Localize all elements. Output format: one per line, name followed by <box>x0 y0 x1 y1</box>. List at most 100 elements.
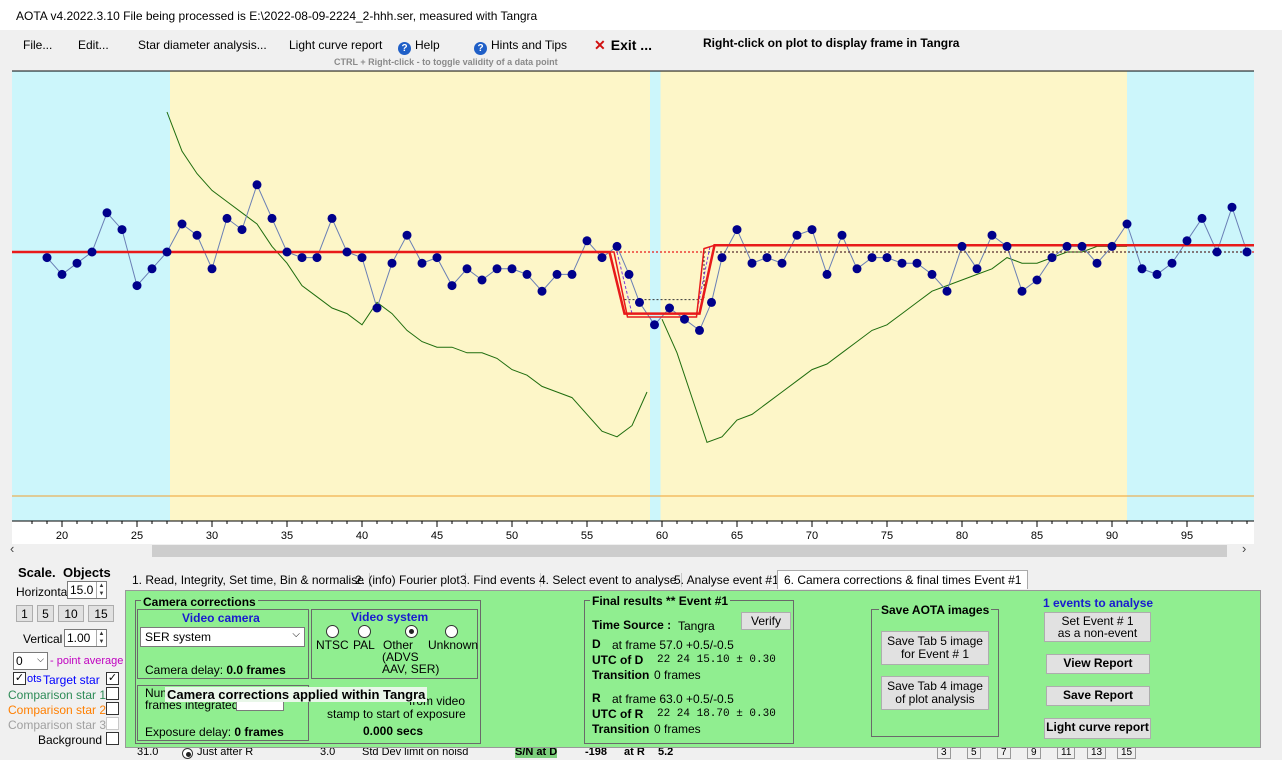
data-point[interactable] <box>447 281 457 291</box>
data-point[interactable] <box>717 253 727 263</box>
vertical-spinner-icon[interactable]: ▲ ▼ <box>96 630 106 646</box>
data-point[interactable] <box>732 225 742 235</box>
data-point[interactable] <box>882 253 892 263</box>
scroll-thumb[interactable] <box>152 545 1227 557</box>
data-point[interactable] <box>537 286 547 296</box>
data-point[interactable] <box>792 230 802 240</box>
data-point[interactable] <box>87 247 97 257</box>
data-point[interactable] <box>762 253 772 263</box>
data-point[interactable] <box>282 247 292 257</box>
comparison-star-1-checkbox[interactable] <box>106 687 119 700</box>
data-point[interactable] <box>42 253 52 263</box>
menu-file[interactable]: File... <box>23 38 53 52</box>
data-point[interactable] <box>707 297 716 307</box>
data-point[interactable] <box>1092 258 1102 268</box>
data-point[interactable] <box>147 264 157 274</box>
data-point[interactable] <box>1182 236 1192 246</box>
data-point[interactable] <box>192 230 202 240</box>
data-point[interactable] <box>312 253 322 263</box>
data-point[interactable] <box>207 264 217 274</box>
menu-star-diameter[interactable]: Star diameter analysis... <box>138 38 267 52</box>
just-after-r-radio[interactable] <box>182 748 193 759</box>
data-point[interactable] <box>1227 202 1237 212</box>
data-point[interactable] <box>1017 286 1027 296</box>
set-non-event-button[interactable]: Set Event # 1 as a non-event <box>1044 612 1151 642</box>
data-point[interactable] <box>777 258 787 268</box>
data-point[interactable] <box>492 264 502 274</box>
scale-1-button[interactable]: 1 <box>16 605 33 622</box>
plot-scrollbar[interactable]: ‹ › <box>10 541 1256 558</box>
data-point[interactable] <box>747 258 757 268</box>
data-point[interactable] <box>57 269 67 279</box>
data-point[interactable] <box>237 225 247 235</box>
data-point[interactable] <box>957 241 967 251</box>
save-tab5-image-button[interactable]: Save Tab 5 image for Event # 1 <box>881 631 989 665</box>
tab-find-events[interactable]: 3. Find events <box>455 573 542 587</box>
scale-5-button[interactable]: 5 <box>37 605 54 622</box>
data-point[interactable] <box>1077 241 1087 251</box>
menu-help[interactable]: ? Help <box>398 38 440 55</box>
menu-edit[interactable]: Edit... <box>78 38 109 52</box>
data-point[interactable] <box>1062 241 1072 251</box>
data-point[interactable] <box>1137 264 1147 274</box>
tab-camera-corrections[interactable]: 6. Camera corrections & final times Even… <box>777 570 1029 589</box>
menu-hints[interactable]: ? Hints and Tips <box>474 38 567 55</box>
data-point[interactable] <box>927 269 937 279</box>
data-point[interactable] <box>462 264 472 274</box>
data-point[interactable] <box>695 325 704 335</box>
save-report-button[interactable]: Save Report <box>1046 686 1150 706</box>
data-point[interactable] <box>327 213 337 223</box>
data-point[interactable] <box>222 213 232 223</box>
data-point[interactable] <box>1047 253 1057 263</box>
data-point[interactable] <box>387 258 397 268</box>
verify-button[interactable]: Verify <box>741 612 791 630</box>
camera-select[interactable]: SER system ⌵ <box>140 627 305 647</box>
data-point[interactable] <box>507 264 517 274</box>
data-point[interactable] <box>522 269 532 279</box>
data-point[interactable] <box>852 264 862 274</box>
radio-other[interactable] <box>405 625 418 638</box>
data-point[interactable] <box>117 225 127 235</box>
horizontal-spinner-icon[interactable]: ▲ ▼ <box>96 582 106 598</box>
view-report-button[interactable]: View Report <box>1046 654 1150 674</box>
data-point[interactable] <box>1032 275 1042 285</box>
data-point[interactable] <box>132 281 142 291</box>
data-point[interactable] <box>1002 241 1012 251</box>
data-point[interactable] <box>162 247 172 257</box>
data-point[interactable] <box>912 258 922 268</box>
tab-read-integrity[interactable]: 1. Read, Integrity, Set time, Bin & norm… <box>127 573 370 587</box>
data-point[interactable] <box>252 180 262 190</box>
scale-15-button[interactable]: 15 <box>88 605 114 622</box>
data-point[interactable] <box>624 269 634 279</box>
radio-unknown[interactable] <box>445 625 458 638</box>
point-average-select[interactable]: 0 ⌵ <box>13 652 48 670</box>
target-star-checkbox[interactable]: ✓ <box>106 672 119 685</box>
radio-pal[interactable] <box>358 625 371 638</box>
data-point[interactable] <box>807 225 817 235</box>
data-point[interactable] <box>680 314 689 324</box>
data-point[interactable] <box>402 230 412 240</box>
data-point[interactable] <box>612 241 622 251</box>
data-point[interactable] <box>1212 247 1222 257</box>
scroll-left-arrow-icon[interactable]: ‹ <box>10 541 15 556</box>
background-checkbox[interactable] <box>106 732 119 745</box>
data-point[interactable] <box>1197 213 1207 223</box>
data-point[interactable] <box>342 247 352 257</box>
data-point[interactable] <box>177 219 187 229</box>
tab-fourier-plot[interactable]: 2. (info) Fourier plot <box>350 573 466 587</box>
data-point[interactable] <box>72 258 82 268</box>
menu-exit[interactable]: ✕ Exit ... <box>594 37 652 54</box>
data-point[interactable] <box>597 253 607 263</box>
data-point[interactable] <box>582 236 592 246</box>
plots-checkbox[interactable]: ✓ <box>13 672 26 685</box>
data-point[interactable] <box>987 230 997 240</box>
data-point[interactable] <box>567 269 577 279</box>
tab-select-event[interactable]: 4. Select event to analyse <box>534 573 683 587</box>
light-curve-plot[interactable]: 20 25 30 35 40 45 50 55 60 65 70 75 80 85 90 95 <box>0 68 1282 544</box>
data-point[interactable] <box>867 253 877 263</box>
scale-10-button[interactable]: 10 <box>58 605 84 622</box>
data-point[interactable] <box>650 320 659 330</box>
data-point[interactable] <box>297 253 307 263</box>
menu-light-curve-report[interactable]: Light curve report <box>289 38 383 52</box>
data-point[interactable] <box>822 269 832 279</box>
